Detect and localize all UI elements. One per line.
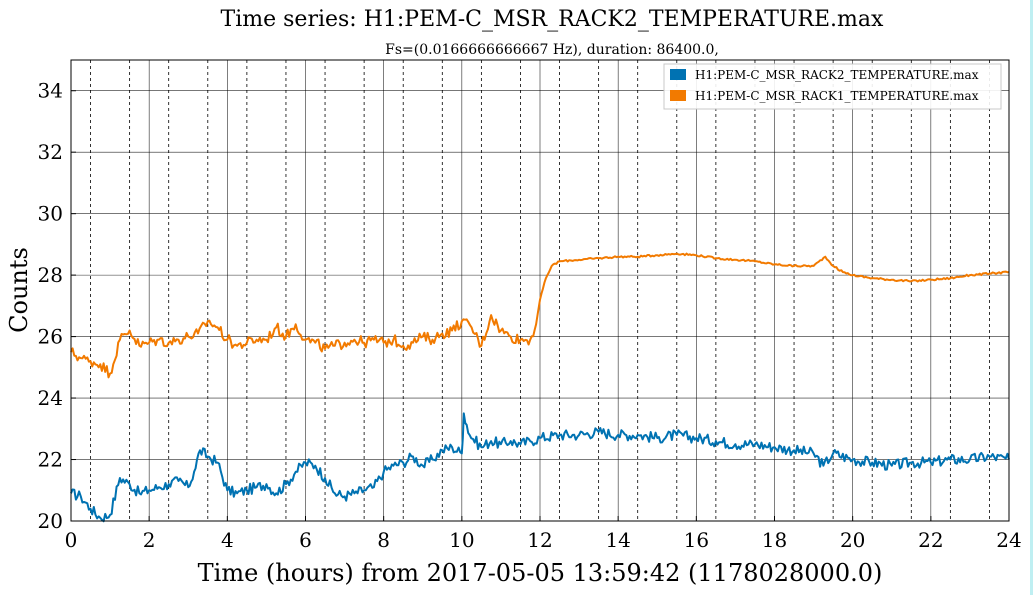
y-tick-label: 26: [38, 325, 63, 349]
x-tick-label: 14: [605, 528, 630, 552]
legend-swatch-rack1: [670, 90, 686, 101]
x-tick-label: 10: [449, 528, 474, 552]
series-line-0: [70, 412, 1010, 523]
x-tick-label: 4: [221, 528, 234, 552]
series-line-1: [70, 252, 1010, 379]
y-tick-label: 28: [38, 263, 63, 287]
legend: H1:PEM-C_MSR_RACK2_TEMPERATURE.max H1:PE…: [663, 63, 1002, 110]
window-edge: [1030, 0, 1033, 595]
legend-box: [663, 63, 1002, 110]
x-tick-label: 8: [377, 528, 390, 552]
y-tick-label: 34: [38, 79, 63, 103]
y-tick-label: 30: [38, 202, 63, 226]
legend-label-rack1: H1:PEM-C_MSR_RACK1_TEMPERATURE.max: [695, 89, 979, 103]
series-layer: [70, 252, 1010, 523]
y-tick-label: 22: [38, 448, 63, 472]
x-tick-label: 16: [684, 528, 709, 552]
x-tick-label: 6: [299, 528, 312, 552]
x-tick-label: 20: [840, 528, 865, 552]
legend-label-rack2: H1:PEM-C_MSR_RACK2_TEMPERATURE.max: [695, 68, 979, 82]
chart-subtitle: Fs=(0.0166666666667 Hz), duration: 86400…: [385, 42, 719, 58]
y-tick-label: 32: [38, 140, 63, 164]
y-axis-ticks: 20 22 24 26 28 30 32 34: [38, 79, 76, 533]
x-tick-label: 0: [65, 528, 78, 552]
y-tick-label: 24: [38, 386, 63, 410]
x-axis-label: Time (hours) from 2017-05-05 13:59:42 (1…: [198, 559, 883, 587]
x-tick-label: 12: [527, 528, 552, 552]
x-tick-label: 22: [918, 528, 943, 552]
chart-title: Time series: H1:PEM-C_MSR_RACK2_TEMPERAT…: [221, 7, 884, 32]
major-grid: [70, 60, 1010, 522]
legend-swatch-rack2: [670, 69, 686, 80]
y-axis-label: Counts: [5, 247, 33, 333]
x-axis-ticks: 0 2 4 6 8 10 12 14 16 18 20 22 24: [65, 516, 1022, 552]
y-tick-label: 20: [38, 509, 63, 533]
x-tick-label: 2: [143, 528, 156, 552]
x-tick-label: 18: [762, 528, 787, 552]
x-tick-label: 24: [996, 528, 1021, 552]
